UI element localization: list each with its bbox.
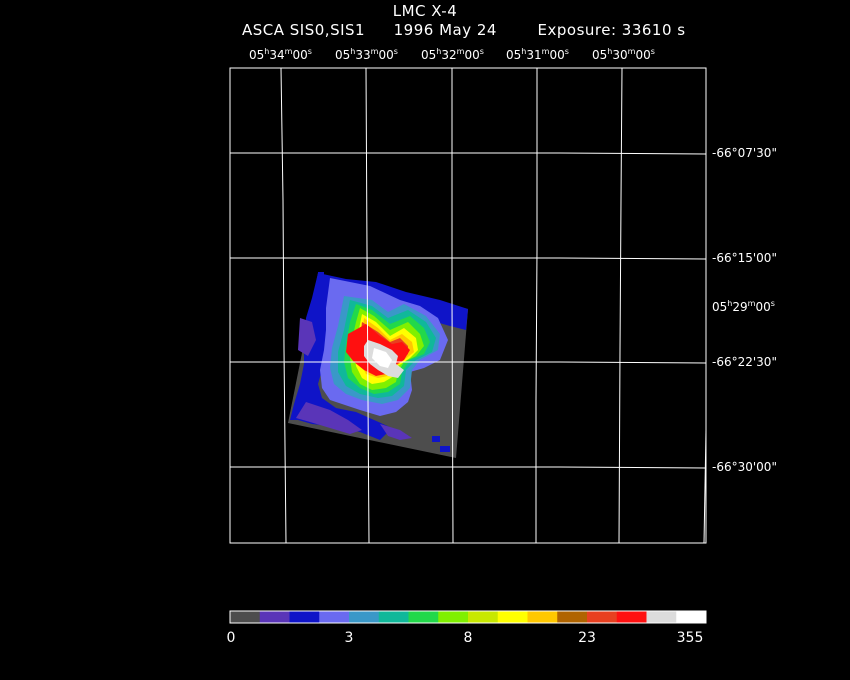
colorbar-swatch (587, 611, 618, 623)
plot-frame (229, 67, 707, 544)
colorbar-swatch (289, 611, 320, 623)
colorbar-label: 3 (344, 630, 354, 646)
ra-tick: 05h31m00s (506, 47, 569, 62)
colorbar-swatch (438, 611, 469, 623)
exposure-label: Exposure: 33610 s (537, 21, 686, 39)
colorbar-swatch (408, 611, 439, 623)
dec-tick: -66°22'30" (712, 355, 777, 369)
colorbar-frame (229, 610, 707, 624)
dec-gridlines (230, 152, 707, 469)
instrument-label: ASCA SIS0,SIS1 (242, 21, 366, 39)
colorbar (230, 611, 707, 623)
colorbar-swatch (527, 611, 558, 623)
colorbar-swatch (259, 611, 290, 623)
colorbar-label: 0 (226, 630, 236, 646)
colorbar-label: 355 (676, 630, 704, 646)
colorbar-swatch (646, 611, 677, 623)
dec-tick: -66°30'00" (712, 460, 777, 474)
observation-date: 1996 May 24 (393, 21, 497, 39)
xray-image (288, 272, 468, 458)
colorbar-swatch (378, 611, 409, 623)
colorbar-swatch (676, 611, 707, 623)
target-title: LMC X-4 (392, 2, 458, 20)
subtitle: ASCA SIS0,SIS1 1996 May 24 Exposure: 336… (242, 21, 686, 39)
colorbar-label: 8 (463, 630, 473, 646)
colorbar-swatch (468, 611, 499, 623)
ra-tick: 05h33m00s (335, 47, 398, 62)
colorbar-swatch (230, 611, 261, 623)
ra-tick: 05h32m00s (421, 47, 484, 62)
ra-gridlines (280, 67, 707, 544)
ra-side-tick: 05h29m00s (712, 299, 775, 314)
colorbar-label: 23 (578, 630, 596, 646)
colorbar-swatch (349, 611, 380, 623)
dec-tick: -66°15'00" (712, 251, 777, 265)
ra-tick: 05h30m00s (592, 47, 655, 62)
colorbar-swatch (616, 611, 647, 623)
ra-tick: 05h34m00s (249, 47, 312, 62)
dec-tick: -66°07'30" (712, 146, 777, 160)
colorbar-swatch (497, 611, 528, 623)
colorbar-swatch (557, 611, 588, 623)
colorbar-swatch (319, 611, 350, 623)
